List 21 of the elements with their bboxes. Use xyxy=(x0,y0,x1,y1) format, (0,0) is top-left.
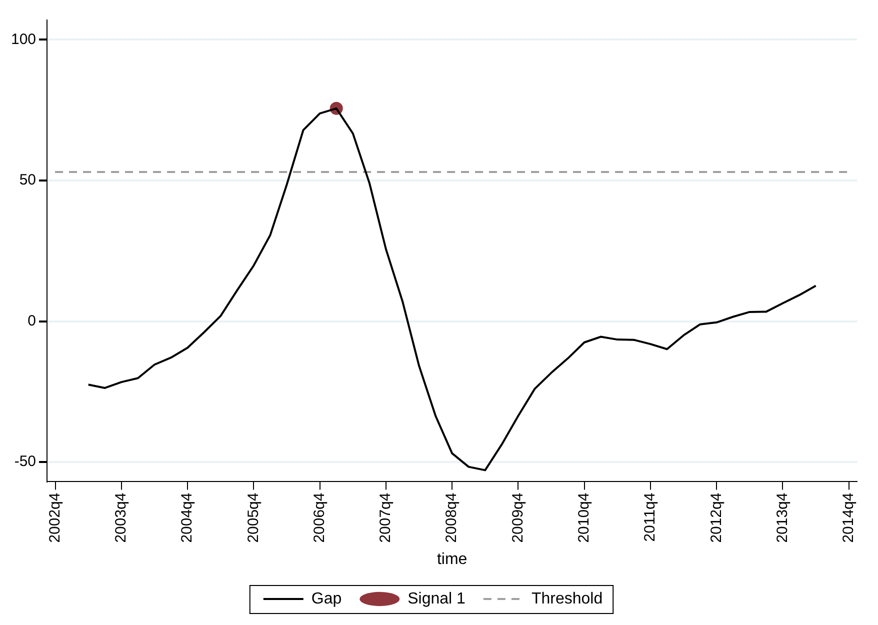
x-tick-label: 2010q4 xyxy=(575,492,592,543)
x-tick-label: 2007q4 xyxy=(377,492,394,543)
x-tick-label: 2011q4 xyxy=(642,492,659,542)
x-tick-label: 2002q4 xyxy=(46,492,64,543)
x-tick-label: 2009q4 xyxy=(509,492,526,543)
legend-label: Signal 1 xyxy=(408,590,466,608)
y-tick-label: 50 xyxy=(19,172,36,189)
y-tick-label: 100 xyxy=(10,30,36,48)
x-tick-label: 2006q4 xyxy=(310,492,328,543)
x-tick-label: 2004q4 xyxy=(178,492,196,543)
x-tick-label: 2013q4 xyxy=(774,492,791,543)
legend-label: Threshold xyxy=(531,590,603,608)
x-tick-label: 2008q4 xyxy=(443,492,460,543)
x-tick-label: 2005q4 xyxy=(244,492,262,543)
y-tick-label: -50 xyxy=(14,453,36,470)
legend-label: Gap xyxy=(311,590,342,608)
x-tick-label: 2003q4 xyxy=(112,492,130,543)
x-axis-title: time xyxy=(436,550,468,568)
x-tick-label: 2014q4 xyxy=(840,492,858,543)
x-tick-label: 2012q4 xyxy=(708,492,725,543)
y-tick-label: 0 xyxy=(28,312,36,330)
